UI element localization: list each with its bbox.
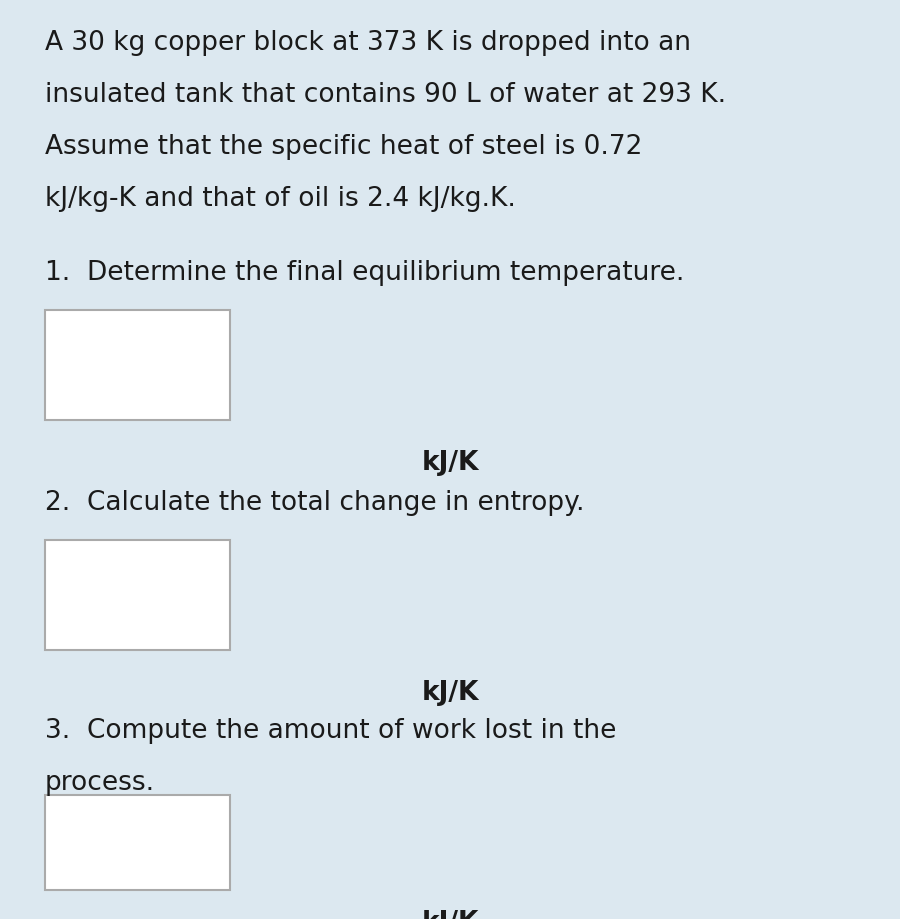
Text: 3.  Compute the amount of work lost in the: 3. Compute the amount of work lost in th…: [45, 718, 616, 744]
Bar: [45, 310, 230, 420]
Bar: [45, 795, 230, 890]
Text: insulated tank that contains 90 L of water at 293 K.: insulated tank that contains 90 L of wat…: [45, 82, 726, 108]
Text: process.: process.: [45, 770, 155, 796]
Text: kJ/kg-K and that of oil is 2.4 kJ/kg.K.: kJ/kg-K and that of oil is 2.4 kJ/kg.K.: [45, 186, 516, 212]
Text: kJ/K: kJ/K: [421, 450, 479, 476]
Text: A 30 kg copper block at 373 K is dropped into an: A 30 kg copper block at 373 K is dropped…: [45, 30, 691, 56]
Text: kJ/K: kJ/K: [421, 680, 479, 706]
Text: Assume that the specific heat of steel is 0.72: Assume that the specific heat of steel i…: [45, 134, 643, 160]
Text: 2.  Calculate the total change in entropy.: 2. Calculate the total change in entropy…: [45, 490, 584, 516]
Text: 1.  Determine the final equilibrium temperature.: 1. Determine the final equilibrium tempe…: [45, 260, 684, 286]
Text: kJ/K: kJ/K: [421, 910, 479, 919]
Bar: [45, 540, 230, 650]
